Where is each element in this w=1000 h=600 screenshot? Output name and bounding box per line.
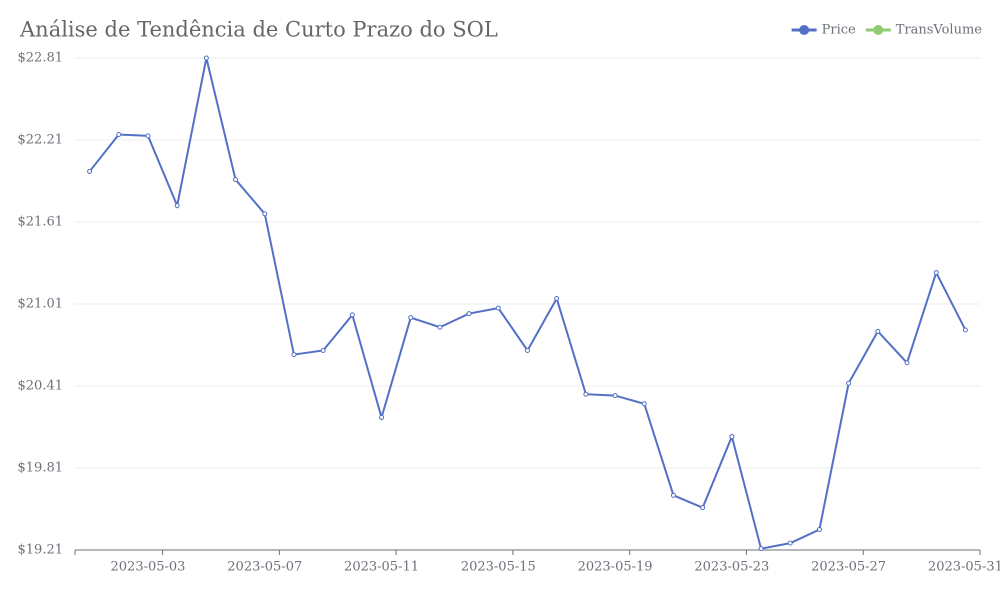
data-point [846, 380, 852, 386]
data-point [525, 347, 530, 353]
data-point [962, 327, 968, 333]
data-point [291, 352, 297, 358]
data-point [174, 203, 180, 209]
data-point [875, 328, 881, 334]
data-point [466, 311, 472, 317]
data-point [787, 540, 793, 546]
data-point [379, 414, 385, 420]
data-point [554, 296, 560, 302]
data-point [904, 360, 910, 366]
x-tick-label: 2023-05-23 [694, 560, 769, 575]
data-point [670, 492, 676, 498]
x-tick-label: 2023-05-27 [811, 560, 886, 575]
x-tick-label: 2023-05-19 [578, 560, 653, 575]
x-tick-label: 2023-05-07 [227, 560, 302, 575]
data-point [816, 527, 822, 532]
y-tick-label: $22.81 [18, 51, 64, 66]
data-point [495, 305, 501, 311]
y-tick-label: $19.21 [18, 543, 64, 558]
data-point [758, 546, 764, 552]
data-point [203, 55, 209, 61]
data-point [349, 312, 355, 318]
x-tick-label: 2023-05-11 [344, 560, 419, 575]
data-point [233, 177, 239, 183]
data-point [641, 401, 647, 407]
x-tick-label: 2023-05-31 [928, 560, 1000, 575]
y-tick-label: $21.61 [18, 215, 64, 230]
data-point [933, 270, 939, 276]
y-tick-label: $20.41 [18, 379, 64, 394]
data-point [583, 391, 589, 397]
y-tick-label: $21.01 [18, 297, 64, 312]
legend-label: TransVolume [896, 23, 983, 38]
data-point [262, 211, 268, 217]
data-point [87, 168, 93, 174]
x-tick-label: 2023-05-15 [461, 560, 536, 575]
legend-label: Price [822, 23, 856, 38]
y-tick-label: $22.21 [18, 133, 64, 148]
data-point [729, 434, 735, 440]
price-line [88, 57, 967, 550]
data-point [437, 324, 443, 330]
chart-title: Análise de Tendência de Curto Prazo do S… [19, 18, 498, 42]
y-tick-label: $19.81 [18, 461, 64, 476]
data-point [320, 347, 326, 353]
data-point [116, 132, 122, 138]
legend-swatch-dot [873, 25, 884, 35]
x-tick-label: 2023-05-03 [111, 560, 186, 575]
data-point [145, 133, 151, 139]
legend-swatch-dot [799, 25, 810, 35]
data-point [408, 315, 414, 321]
data-point [612, 393, 618, 399]
data-point [700, 505, 706, 511]
